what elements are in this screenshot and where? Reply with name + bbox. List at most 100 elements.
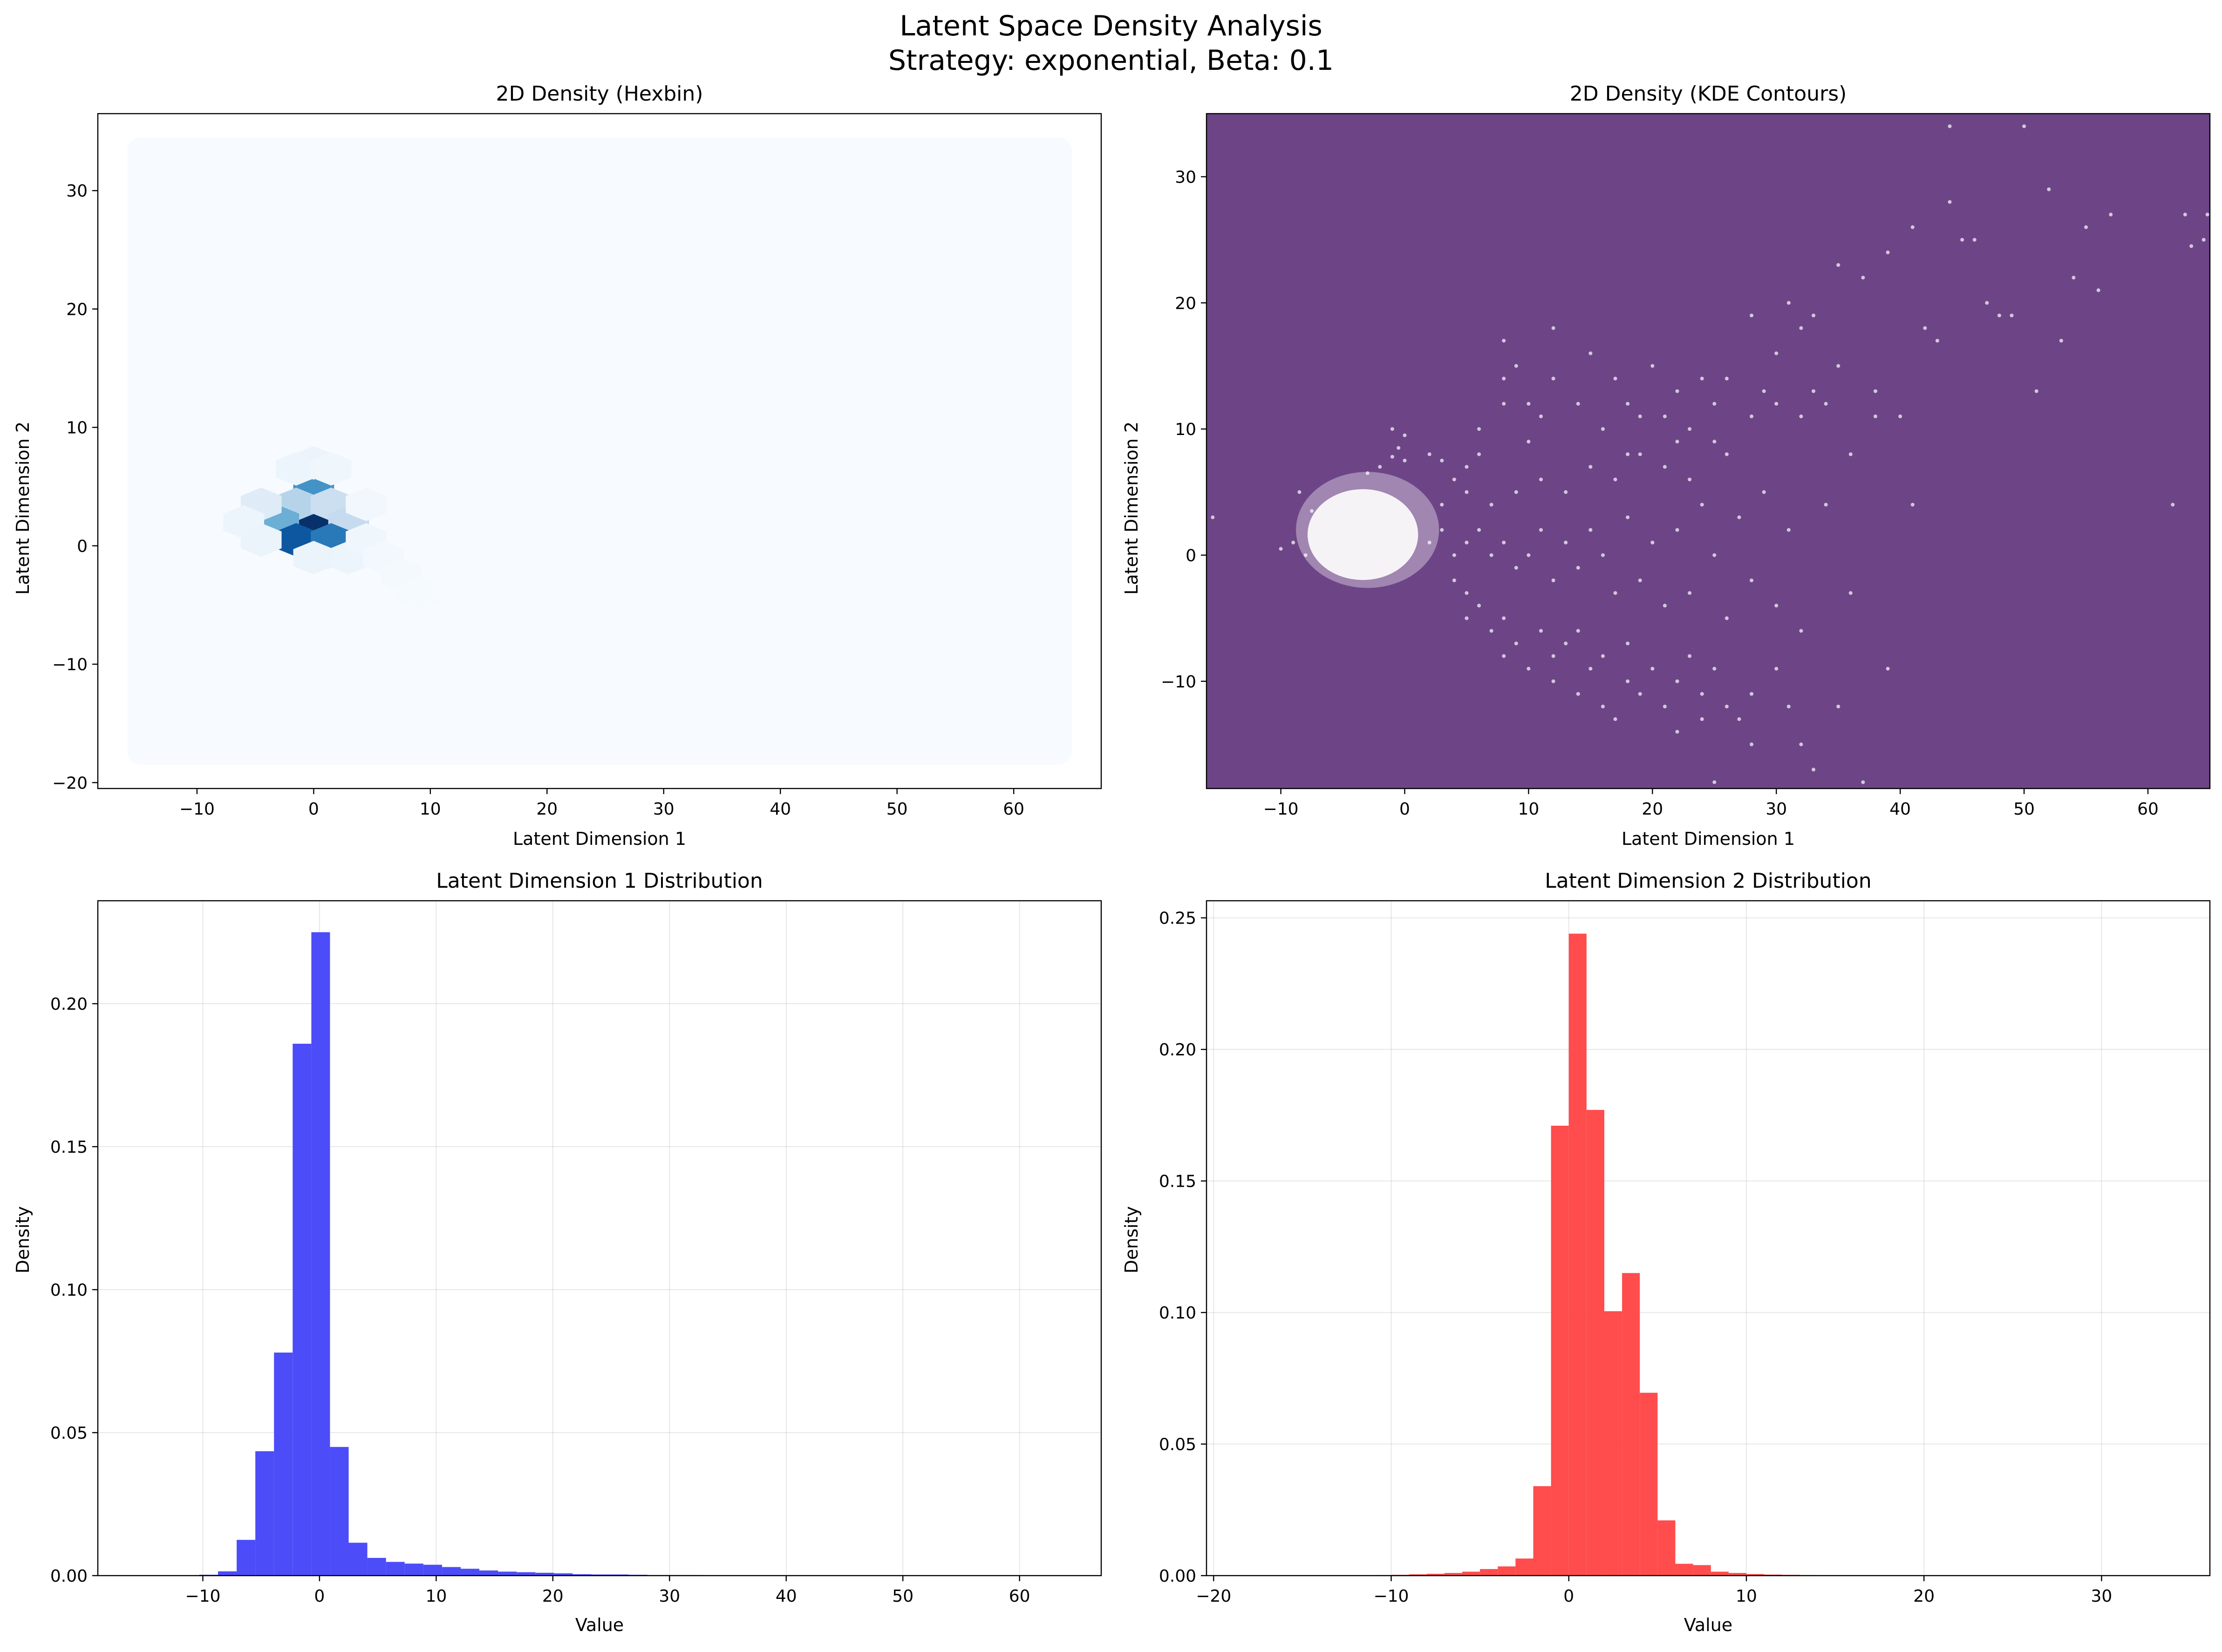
- axes-frame: [1206, 900, 2211, 1577]
- histogram-bar: [1444, 1573, 1462, 1576]
- scatter-point: [1527, 401, 1531, 406]
- x-tick-label: 20: [1642, 800, 1663, 819]
- scatter-point: [2034, 389, 2038, 393]
- y-tick-label: 0.15: [1159, 1172, 1196, 1191]
- scatter-point: [1663, 604, 1667, 608]
- hexbin-cell: [346, 487, 387, 521]
- histogram-bar: [367, 1557, 386, 1576]
- scatter-point: [1700, 503, 1704, 507]
- x-tick-label: 60: [2137, 800, 2159, 819]
- scatter-point: [1663, 704, 1667, 708]
- histogram-bar: [1746, 1574, 1765, 1576]
- scatter-point: [1886, 250, 1890, 254]
- scatter-point: [1365, 471, 1370, 475]
- scatter-point: [1527, 666, 1531, 671]
- y-tick-label: 0.25: [1159, 909, 1196, 928]
- scatter-point: [1750, 313, 1754, 318]
- scatter-point: [1848, 591, 1853, 595]
- scatter-point: [1638, 452, 1642, 456]
- scatter-point: [1737, 515, 1741, 519]
- scatter-point: [1712, 440, 1717, 444]
- scatter-point: [1874, 389, 1877, 393]
- scatter-point: [1291, 540, 1295, 544]
- scatter-point: [1812, 389, 1816, 393]
- scatter-point: [2189, 244, 2194, 248]
- histogram-bar: [610, 1574, 629, 1576]
- dim1-histogram-panel: Latent Dimension 1 Distribution Value De…: [13, 869, 1102, 1635]
- histogram-bar: [348, 1543, 368, 1576]
- scatter-point: [1799, 742, 1803, 747]
- scatter-point: [1786, 528, 1791, 532]
- x-tick-label: 20: [536, 800, 558, 819]
- scatter-point: [1700, 717, 1704, 721]
- axes-frame: [97, 113, 1102, 789]
- y-tick-label: 20: [1175, 294, 1196, 313]
- scatter-point: [1874, 415, 1877, 419]
- dim2-hist-xlabel: Value: [1684, 1615, 1732, 1635]
- x-tick-label: 40: [1889, 800, 1911, 819]
- scatter-point: [1427, 452, 1431, 456]
- scatter-point: [1774, 351, 1779, 355]
- scatter-point: [1502, 540, 1506, 544]
- scatter-point: [2084, 225, 2088, 229]
- scatter-point: [1861, 276, 1865, 280]
- scatter-point: [2072, 276, 2076, 280]
- scatter-point: [2047, 187, 2051, 191]
- scatter-point: [1527, 553, 1531, 557]
- hexbin-ylabel: Latent Dimension 2: [13, 421, 33, 595]
- scatter-point: [2059, 339, 2063, 343]
- scatter-point: [2022, 124, 2026, 129]
- scatter-point: [1750, 692, 1754, 696]
- scatter-point: [1477, 427, 1481, 431]
- x-tick-label: −10: [1263, 800, 1299, 819]
- scatter-point: [1812, 768, 1816, 772]
- histogram-bar: [274, 1353, 293, 1576]
- histogram-bar: [1728, 1573, 1746, 1576]
- scatter-point: [1638, 415, 1642, 419]
- dim2-hist-title: Latent Dimension 2 Distribution: [1545, 869, 1871, 893]
- scatter-point: [1663, 415, 1667, 419]
- scatter-point: [1886, 666, 1890, 671]
- scatter-point: [1427, 540, 1431, 544]
- scatter-point: [1910, 503, 1915, 507]
- scatter-point: [1737, 717, 1741, 721]
- histogram-bar: [1409, 1574, 1427, 1576]
- scatter-point: [1378, 465, 1382, 469]
- scatter-point: [1948, 200, 1952, 204]
- histogram-bar: [1604, 1311, 1622, 1576]
- scatter-point: [1898, 415, 1902, 419]
- y-tick-label: 0.00: [50, 1567, 88, 1586]
- scatter-point: [1539, 528, 1543, 532]
- histogram-bar: [1498, 1566, 1516, 1576]
- scatter-point: [2183, 212, 2187, 217]
- scatter-point: [1477, 452, 1481, 456]
- scatter-point: [1452, 578, 1456, 583]
- scatter-point: [1440, 458, 1444, 462]
- x-tick-label: 10: [420, 800, 441, 819]
- x-tick-label: 40: [776, 1587, 797, 1606]
- scatter-point: [1675, 389, 1679, 393]
- x-tick-label: 10: [1736, 1587, 1757, 1606]
- scatter-point: [1452, 477, 1456, 482]
- scatter-point: [1465, 591, 1469, 595]
- histogram-bar: [517, 1572, 536, 1576]
- histogram-bar: [1586, 1110, 1604, 1576]
- scatter-point: [1836, 704, 1840, 708]
- x-tick-label: 50: [886, 800, 908, 819]
- hexbin-title: 2D Density (Hexbin): [496, 82, 703, 106]
- histogram-bar: [442, 1567, 461, 1576]
- scatter-point: [1564, 540, 1568, 544]
- scatter-point: [1502, 401, 1506, 406]
- scatter-point: [1440, 528, 1444, 532]
- hexbin-cell: [398, 576, 439, 610]
- scatter-point: [1601, 553, 1605, 557]
- histogram-bar: [1568, 933, 1587, 1576]
- x-tick-label: −10: [1373, 1587, 1409, 1606]
- scatter-point: [1514, 641, 1518, 646]
- hexbin-plot-area: [127, 137, 1072, 765]
- scatter-point: [1812, 313, 1816, 318]
- x-tick-label: 60: [1009, 1587, 1030, 1606]
- y-tick-label: 20: [66, 300, 88, 319]
- scatter-point: [1576, 401, 1580, 406]
- histogram-bar: [1657, 1520, 1676, 1576]
